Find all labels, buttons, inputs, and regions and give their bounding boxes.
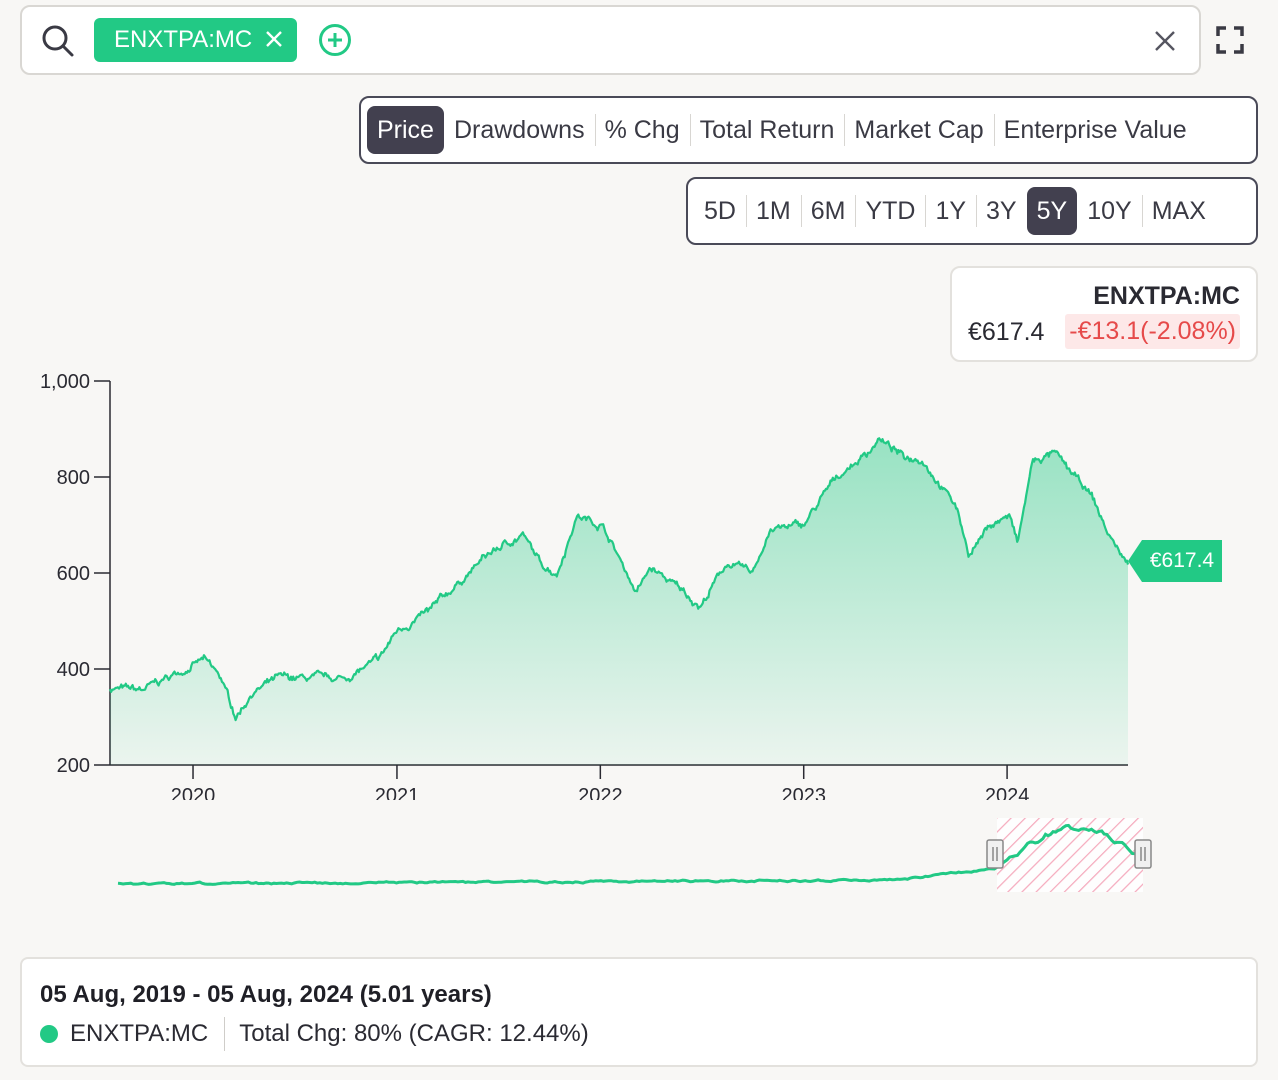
price-area — [110, 438, 1128, 765]
range-tabs: 5D 1M 6M YTD 1Y 3Y 5Y 10Y MAX — [686, 177, 1258, 245]
range-max[interactable]: MAX — [1141, 187, 1216, 235]
range-10y[interactable]: 10Y — [1087, 196, 1132, 225]
metric-tabs: Price Drawdowns % Chg Total Return Market Ca… — [359, 96, 1258, 164]
tab-chg[interactable]: % Chg — [594, 106, 690, 154]
y-tick-label: 200 — [57, 755, 90, 777]
navigator-handle-left[interactable] — [986, 839, 1004, 869]
tab-enterprise-value[interactable]: Enterprise Value — [993, 106, 1197, 154]
navigator-handle-right[interactable] — [1134, 839, 1152, 869]
tab-price[interactable]: Price — [367, 106, 444, 154]
range-ytd[interactable]: YTD — [855, 187, 925, 235]
range-1y[interactable]: 1Y — [925, 187, 976, 235]
range-navigator[interactable] — [0, 810, 1278, 900]
summary-row: ENXTPA:MC Total Chg: 80% (CAGR: 12.44%) — [40, 1017, 589, 1051]
x-tick-label: 2020 — [171, 785, 216, 800]
y-tick-label: 800 — [57, 467, 90, 489]
close-icon[interactable] — [263, 28, 285, 50]
fullscreen-icon[interactable] — [1216, 26, 1244, 54]
price-chart[interactable]: 1,000 800 600 400 200 2020 2021 2022 2023 2024 — [0, 360, 1278, 800]
range-5y[interactable]: 5Y — [1026, 187, 1078, 235]
clear-search-icon[interactable] — [1153, 29, 1177, 53]
quote-ticker: ENXTPA:MC — [1093, 282, 1240, 310]
y-axis: 1,000 800 600 400 200 — [40, 371, 111, 777]
x-axis: 2020 2021 2022 2023 2024 — [110, 764, 1128, 800]
price-line — [108, 437, 1130, 722]
y-tick-label: 400 — [57, 659, 90, 681]
navigator-selection[interactable] — [997, 818, 1143, 892]
quote-price: €617.4 — [968, 318, 1045, 346]
quote-change: -€13.1(-2.08%) — [1065, 314, 1240, 349]
range-5d[interactable]: 5D — [704, 196, 736, 225]
last-price-badge: €617.4 — [1128, 540, 1222, 582]
tab-market-cap[interactable]: Market Cap — [844, 106, 993, 154]
tab-drawdowns[interactable]: Drawdowns — [453, 115, 585, 144]
add-ticker-icon[interactable] — [318, 23, 352, 57]
summary-divider — [224, 1017, 226, 1051]
search-bar[interactable]: ENXTPA:MC — [20, 5, 1201, 75]
search-icon[interactable] — [40, 23, 76, 59]
x-tick-label: 2021 — [375, 785, 420, 800]
legend-dot-icon — [40, 1025, 58, 1043]
x-tick-label: 2024 — [985, 785, 1030, 800]
summary-date-range: 05 Aug, 2019 - 05 Aug, 2024 (5.01 years) — [40, 981, 492, 1008]
navigator-line — [117, 823, 1141, 886]
quote-box: ENXTPA:MC €617.4 -€13.1(-2.08%) — [950, 266, 1258, 362]
y-tick-label: 600 — [57, 563, 90, 585]
y-tick-label: 1,000 — [40, 371, 90, 393]
range-6m[interactable]: 6M — [800, 187, 856, 235]
tab-total-return[interactable]: Total Return — [689, 106, 845, 154]
ticker-chip-label: ENXTPA:MC — [114, 26, 253, 53]
x-tick-label: 2023 — [781, 785, 826, 800]
summary-total-change: Total Chg: 80% (CAGR: 12.44%) — [239, 1020, 589, 1047]
summary-ticker: ENXTPA:MC — [70, 1020, 209, 1047]
summary-panel: 05 Aug, 2019 - 05 Aug, 2024 (5.01 years)… — [20, 957, 1258, 1067]
range-3y[interactable]: 3Y — [976, 187, 1027, 235]
x-tick-label: 2022 — [578, 785, 623, 800]
range-1m[interactable]: 1M — [745, 187, 801, 235]
ticker-chip[interactable]: ENXTPA:MC — [94, 18, 297, 62]
